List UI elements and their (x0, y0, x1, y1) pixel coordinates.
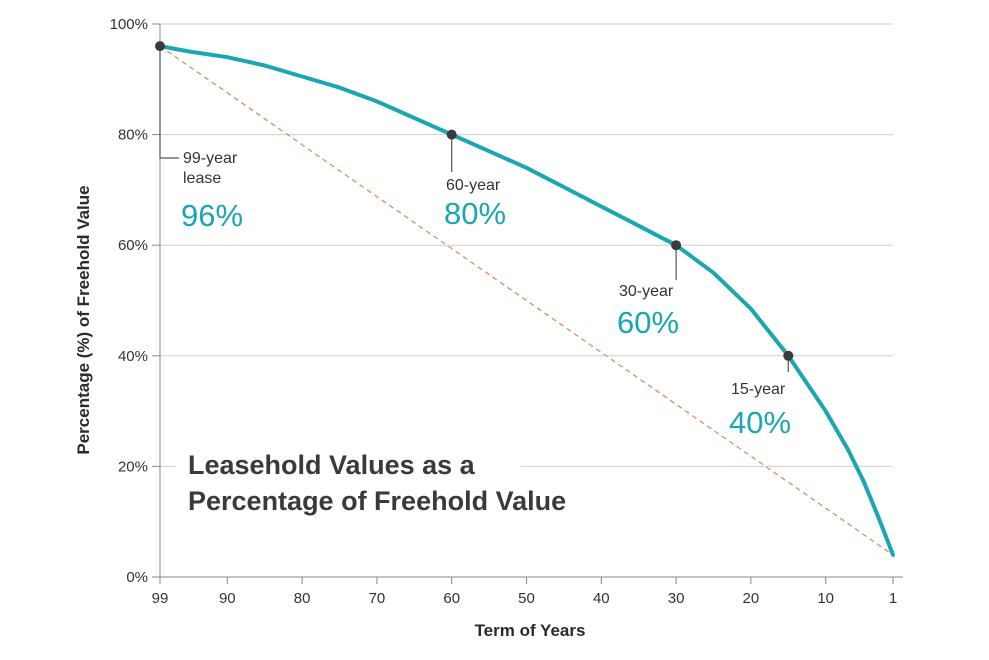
annotation-label: 30-year (619, 283, 674, 300)
value-line (158, 44, 895, 557)
y-tick-label: 100% (110, 16, 148, 33)
reference-line (159, 45, 894, 556)
x-tick-label: 30 (668, 590, 685, 607)
chart-title-line-1: Leasehold Values as a (188, 450, 476, 480)
annotation-leader (159, 46, 179, 159)
x-tick-label: 90 (219, 590, 236, 607)
x-tick-label: 60 (443, 590, 460, 607)
y-tick-label: 60% (118, 237, 148, 254)
x-tick-label: 40 (593, 590, 610, 607)
annotation-label: 15-year (731, 381, 786, 398)
y-tick-label: 20% (118, 458, 148, 475)
y-axis-title: Percentage (%) of Freehold Value (74, 185, 93, 454)
annotation-value: 40% (729, 405, 791, 440)
y-tick-label: 40% (118, 348, 148, 365)
x-tick-label: 20 (743, 590, 760, 607)
data-point-marker (155, 41, 165, 52)
x-tick-label: 99 (152, 590, 169, 607)
x-tick-label: 10 (817, 590, 834, 607)
x-tick-label: 50 (518, 590, 535, 607)
annotation-label: 99-year (183, 150, 238, 167)
annotation-value: 96% (181, 198, 243, 233)
data-point-marker (446, 129, 457, 140)
x-tick-label: 80 (294, 590, 311, 607)
y-tick-label: 0% (126, 569, 148, 586)
annotation-label: 60-year (446, 177, 501, 194)
annotation-label: lease (183, 170, 221, 187)
title-mask (176, 438, 521, 518)
x-axis-title: Term of Years (475, 621, 586, 640)
annotation-value: 80% (444, 196, 506, 231)
chart-title-line-2: Percentage of Freehold Value (188, 486, 566, 516)
annotation-value: 60% (617, 305, 679, 340)
y-tick-label: 80% (118, 127, 148, 144)
x-tick-label: 70 (369, 590, 386, 607)
data-point-marker (783, 350, 794, 361)
x-tick-label: 1 (889, 590, 897, 607)
data-point-marker (671, 240, 682, 251)
